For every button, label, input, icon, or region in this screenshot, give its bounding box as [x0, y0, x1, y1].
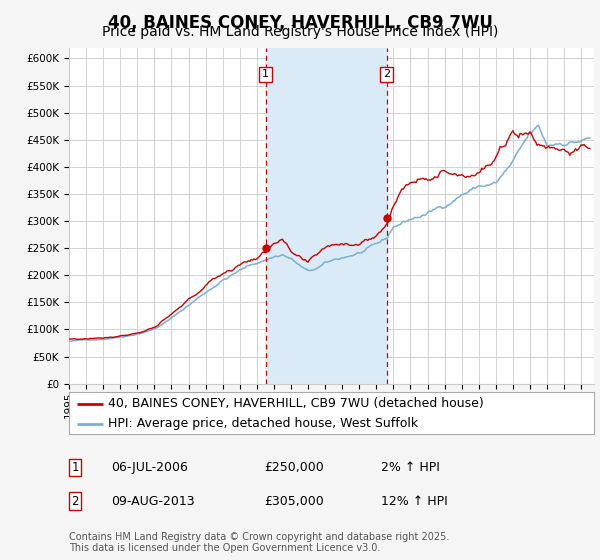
Bar: [266, 48, 387, 384]
Text: £250,000: £250,000: [264, 461, 324, 474]
Text: 09-AUG-2013: 09-AUG-2013: [111, 494, 194, 508]
Text: Contains HM Land Registry data © Crown copyright and database right 2025.
This d: Contains HM Land Registry data © Crown c…: [69, 531, 449, 553]
Text: 2: 2: [383, 69, 390, 80]
Text: £305,000: £305,000: [264, 494, 324, 508]
Text: 40, BAINES CONEY, HAVERHILL, CB9 7WU: 40, BAINES CONEY, HAVERHILL, CB9 7WU: [107, 14, 493, 32]
Text: 2% ↑ HPI: 2% ↑ HPI: [381, 461, 440, 474]
Text: 06-JUL-2006: 06-JUL-2006: [111, 461, 188, 474]
Text: HPI: Average price, detached house, West Suffolk: HPI: Average price, detached house, West…: [109, 417, 419, 430]
Text: 12% ↑ HPI: 12% ↑ HPI: [381, 494, 448, 508]
Text: 1: 1: [262, 69, 269, 80]
Text: 40, BAINES CONEY, HAVERHILL, CB9 7WU (detached house): 40, BAINES CONEY, HAVERHILL, CB9 7WU (de…: [109, 397, 484, 410]
Text: 2: 2: [71, 494, 79, 508]
Text: Price paid vs. HM Land Registry's House Price Index (HPI): Price paid vs. HM Land Registry's House …: [102, 25, 498, 39]
Text: 1: 1: [71, 461, 79, 474]
